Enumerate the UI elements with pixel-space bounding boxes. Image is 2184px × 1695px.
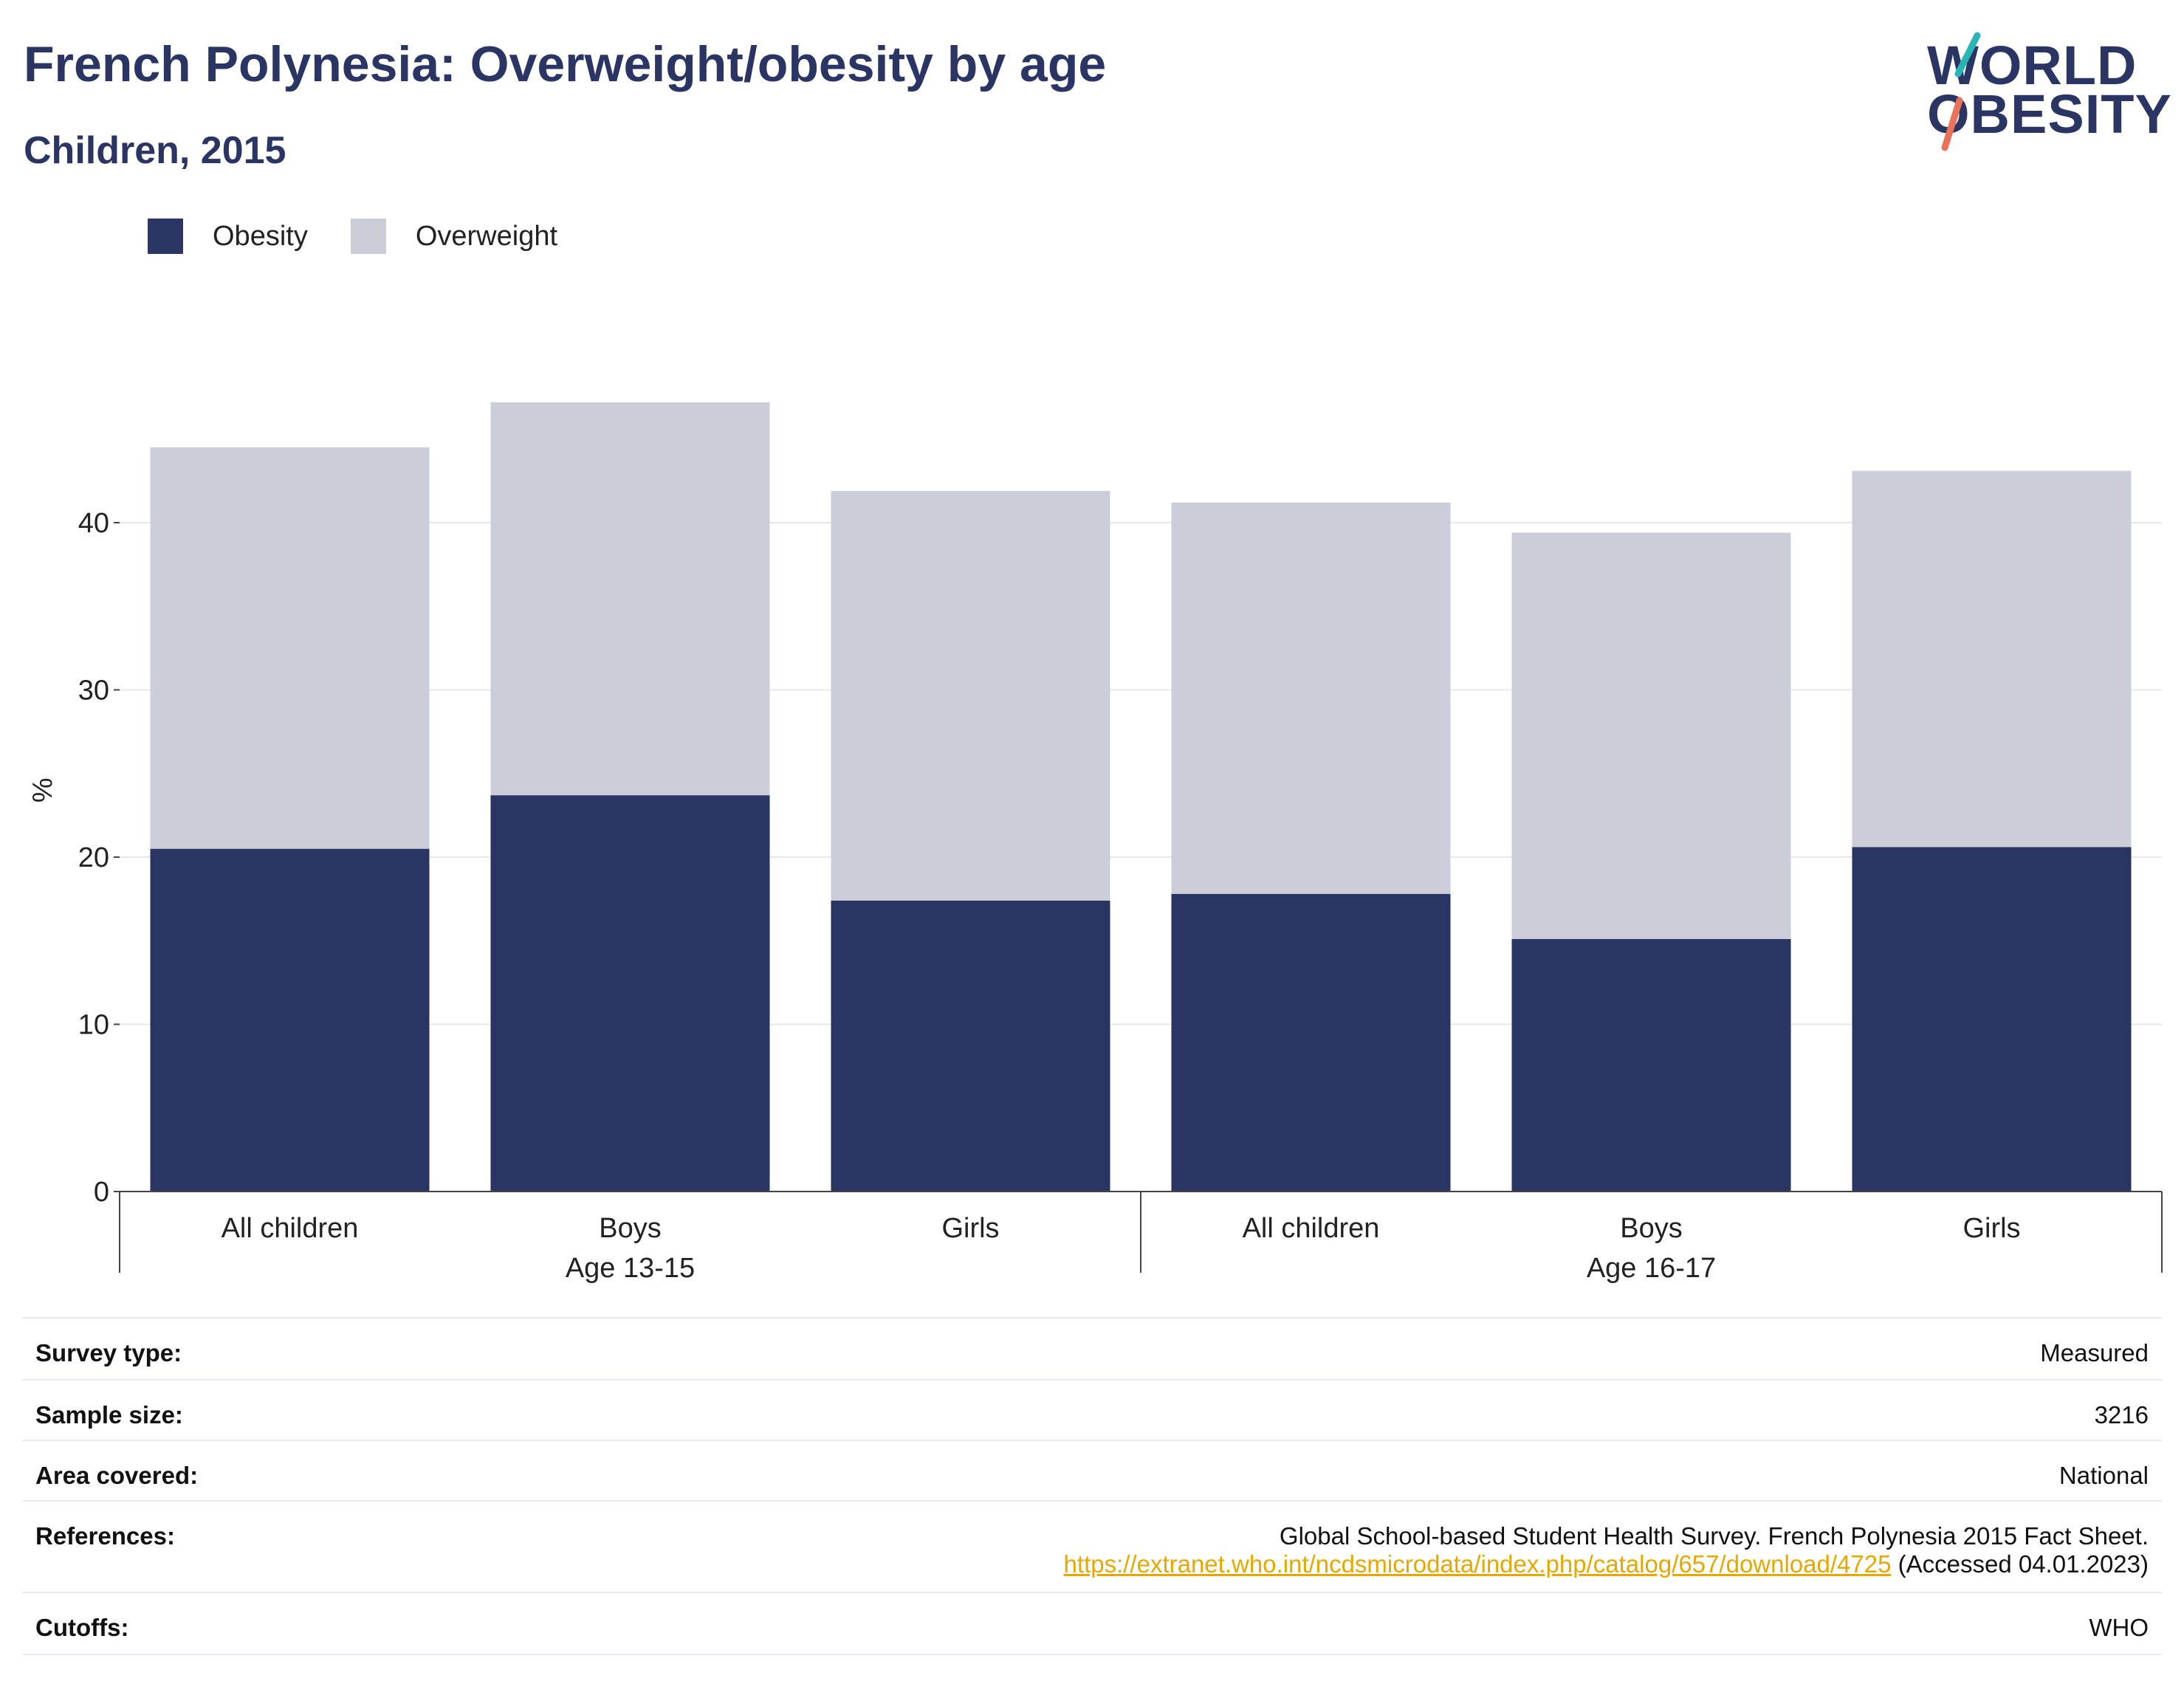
bar-obesity-5 [1852, 847, 2132, 1192]
y-axis-label: % [27, 778, 58, 803]
metadata-table: Survey type: Measured Sample size: 3216 … [22, 1317, 2162, 1655]
x-tick-label: All children [1243, 1213, 1380, 1244]
group-label: Age 13-15 [566, 1253, 695, 1284]
y-tick-label: 20 [78, 842, 109, 873]
bar-overweight-2 [831, 490, 1110, 901]
legend-item-overweight[interactable]: Overweight [350, 219, 558, 254]
legend-item-obesity[interactable]: Obesity [148, 219, 308, 254]
legend-label-obesity: Obesity [213, 220, 308, 252]
bar-overweight-0 [150, 447, 430, 849]
world-obesity-logo: WORLD OBESITY [1912, 30, 2171, 155]
meta-row-references: References: Global School-based Student … [22, 1500, 2162, 1592]
x-tick-label: Girls [1962, 1213, 2020, 1244]
chart-title: French Polynesia: Overweight/obesity by … [24, 36, 1107, 92]
logo-slash-icon [1941, 32, 1981, 151]
meta-value: Global School-based Student Health Surve… [1064, 1522, 2149, 1578]
bar-obesity-1 [490, 795, 770, 1192]
reference-text: Global School-based Student Health Surve… [1279, 1522, 2149, 1550]
x-tick-label: Boys [599, 1213, 661, 1244]
bar-obesity-2 [831, 900, 1110, 1192]
meta-bottom-rule [22, 1654, 2162, 1655]
y-tick-label: 30 [78, 675, 109, 706]
bar-overweight-3 [1171, 502, 1451, 894]
meta-label: Cutoffs: [35, 1614, 129, 1641]
meta-row-cutoffs: Cutoffs: WHO [22, 1592, 2162, 1654]
group-label: Age 16-17 [1587, 1253, 1716, 1284]
bar-overweight-4 [1511, 532, 1791, 939]
chart-subtitle: Children, 2015 [24, 129, 286, 172]
chart-legend: Obesity Overweight [148, 219, 600, 254]
bar-chart: 0 10 20 30 40% All children Boys Girls All child… [27, 402, 2163, 1284]
meta-row-area-covered: Area covered: National [22, 1440, 2162, 1500]
x-tick-label: Girls [941, 1213, 999, 1244]
meta-row-survey-type: Survey type: Measured [22, 1317, 2162, 1379]
meta-value: National [2058, 1462, 2149, 1489]
meta-label: Sample size: [35, 1401, 183, 1428]
logo-text-obesity: OBESITY [1927, 83, 2172, 145]
bar-obesity-0 [150, 848, 430, 1192]
bar-overweight-5 [1852, 470, 2132, 848]
meta-label: Area covered: [35, 1462, 199, 1489]
y-tick-label: 0 [94, 1177, 109, 1208]
bar-obesity-3 [1171, 893, 1451, 1192]
meta-value: WHO [2089, 1614, 2149, 1641]
x-tick-label: Boys [1620, 1213, 1682, 1244]
legend-swatch-overweight [350, 219, 386, 254]
meta-label: References: [35, 1522, 175, 1550]
meta-label: Survey type: [35, 1339, 182, 1366]
meta-row-sample-size: Sample size: 3216 [22, 1379, 2162, 1440]
bar-overweight-1 [490, 402, 770, 796]
legend-swatch-obesity [148, 219, 183, 254]
reference-accessed: (Accessed 04.01.2023) [1891, 1550, 2149, 1578]
y-tick-label: 10 [78, 1010, 109, 1041]
meta-value: 3216 [2094, 1401, 2149, 1428]
bar-obesity-4 [1511, 938, 1791, 1192]
y-tick-label: 40 [78, 508, 109, 539]
x-tick-label: All children [222, 1213, 359, 1244]
reference-link[interactable]: https://extranet.who.int/ncdsmicrodata/i… [1063, 1550, 1892, 1578]
meta-value: Measured [2040, 1339, 2149, 1366]
legend-label-overweight: Overweight [415, 220, 558, 252]
